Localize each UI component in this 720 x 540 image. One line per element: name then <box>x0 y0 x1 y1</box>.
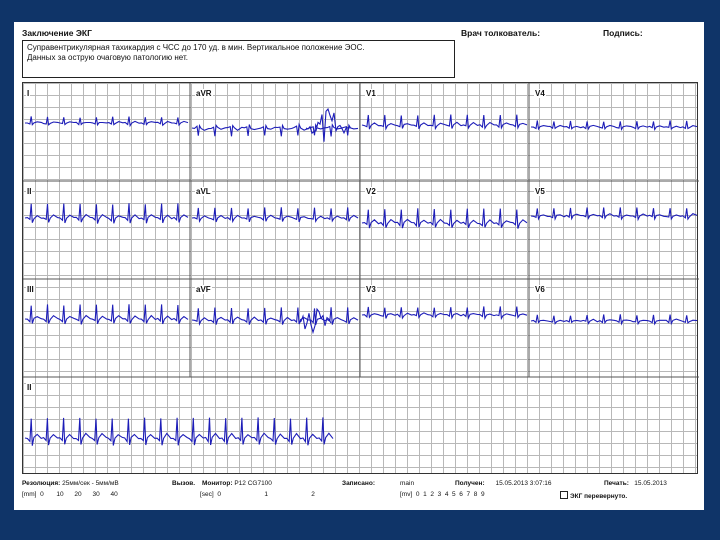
signature-label: Подпись: <box>603 28 643 38</box>
trace-V4 <box>530 120 698 132</box>
lead-label-I: I <box>26 89 31 98</box>
trace-I <box>25 116 189 128</box>
footer-mv-scale: [mv] 0 1 2 3 4 5 6 7 8 9 <box>400 491 485 498</box>
ecg-grid: I aVR V1 V4 II aVL V2 V5 III aVF V3 V6 I… <box>22 82 699 474</box>
conclusion-line-2: Данных за острую очаговую патологию нет. <box>27 53 188 62</box>
lead-label-II: II <box>26 187 33 196</box>
footer-recorded-value: main <box>400 480 415 487</box>
lead-label-aVF: aVF <box>195 285 212 294</box>
footer-recorded: Записано: <box>342 480 375 487</box>
artifact-burst <box>305 107 351 142</box>
lead-label-V4: V4 <box>534 89 546 98</box>
conclusion-title: Заключение ЭКГ <box>22 28 92 38</box>
interpreter-label: Врач толкователь: <box>461 28 541 38</box>
lead-label-aVL: aVL <box>195 187 212 196</box>
lead-label-V1: V1 <box>365 89 377 98</box>
footer-sec-scale: [sec] 0 1 2 <box>200 491 315 498</box>
ecg-traces <box>23 83 699 446</box>
footer-call: Вызов. <box>172 480 196 487</box>
trace-II <box>24 203 189 224</box>
trace-V6 <box>530 314 698 326</box>
footer-received: Получен: 15.05.2013 3:07:16 <box>455 480 552 487</box>
trace-V1 <box>361 114 528 131</box>
checkbox-icon[interactable] <box>560 491 568 499</box>
trace-aVL <box>191 207 359 224</box>
trace-III <box>24 304 189 325</box>
footer-monitor: Монитор: P12 CG7100 <box>202 480 272 487</box>
trace-aVF <box>191 307 359 326</box>
conclusion-line-1: Суправентрикулярная тахикардия с ЧСС до … <box>27 43 365 52</box>
footer-mm-scale: [mm] 0 10 20 30 40 <box>22 491 118 498</box>
trace-rhythm-II <box>24 417 334 446</box>
ecg-report-sheet: Заключение ЭКГ Врач толкователь: Подпись… <box>14 22 704 510</box>
trace-V5 <box>530 207 698 222</box>
lead-label-rhythm-II: II <box>26 383 33 392</box>
footer-print: Печать: 15.05.2013 <box>604 480 667 487</box>
lead-label-V2: V2 <box>365 187 377 196</box>
conclusion-box[interactable]: Суправентрикулярная тахикардия с ЧСС до … <box>22 40 455 78</box>
footer-resolution: Резолюция: 25мм/сек - 5мм/мВ <box>22 480 119 487</box>
trace-V3 <box>361 306 528 321</box>
trace-aVR <box>191 122 359 137</box>
lead-label-V3: V3 <box>365 285 377 294</box>
lead-label-V5: V5 <box>534 187 546 196</box>
footer-inverted-checkbox[interactable]: ЭКГ перевернуто. <box>560 491 627 500</box>
trace-V2 <box>361 208 528 229</box>
lead-label-III: III <box>26 285 35 294</box>
artifact-burst <box>298 307 332 335</box>
lead-label-aVR: aVR <box>195 89 213 98</box>
lead-label-V6: V6 <box>534 285 546 294</box>
